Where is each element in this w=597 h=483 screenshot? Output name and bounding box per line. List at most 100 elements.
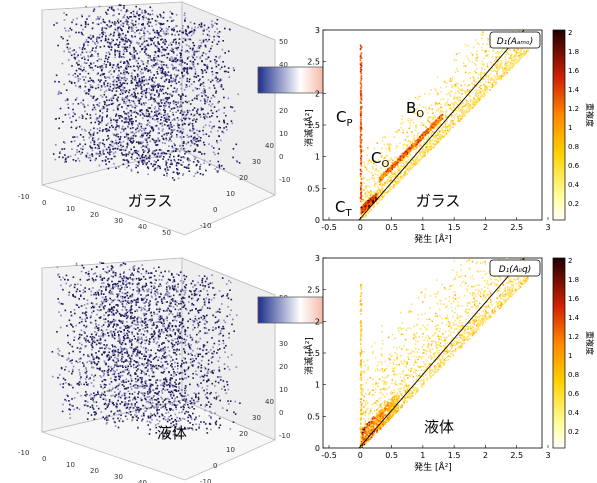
cloud-point	[211, 145, 213, 147]
cloud-point	[162, 92, 165, 95]
cloud-point	[147, 57, 150, 59]
heat-point	[450, 84, 453, 86]
heat-point	[423, 123, 425, 125]
cloud-point	[139, 110, 141, 113]
cloud-point	[55, 144, 57, 146]
cloud-point	[178, 63, 181, 66]
cloud-point	[158, 50, 161, 53]
cloud-point	[202, 129, 204, 132]
cloud-point	[99, 109, 101, 112]
heat-point	[372, 167, 374, 169]
heat-point	[394, 162, 396, 164]
cloud-point	[180, 136, 182, 139]
cloud-point	[98, 155, 101, 157]
cloud-point	[91, 85, 93, 88]
cloud-point	[128, 152, 131, 155]
heat-point	[438, 108, 440, 110]
heat-point	[426, 143, 428, 145]
heat-point	[400, 126, 402, 129]
heat-point	[502, 73, 504, 75]
cloud-point	[155, 149, 158, 151]
heat-point	[452, 76, 454, 79]
heat-point	[401, 175, 403, 177]
heat-point	[436, 118, 439, 121]
heat-point	[413, 158, 416, 160]
cloud-point	[131, 81, 134, 84]
cloud-point	[114, 56, 116, 59]
heat-point	[373, 206, 375, 208]
cloud-point	[136, 59, 138, 62]
cloud-point	[185, 84, 188, 86]
cloud-point	[216, 23, 218, 25]
cloud-point	[131, 35, 133, 37]
cloud-point	[112, 64, 115, 66]
cloud-point	[82, 34, 84, 36]
cloud-point	[198, 113, 200, 116]
cloud-point	[140, 81, 142, 83]
cloud-point	[109, 21, 111, 24]
heat-point	[389, 169, 391, 172]
cloud-point	[206, 34, 209, 36]
heat-point	[405, 153, 407, 155]
heat-point	[480, 76, 482, 79]
heat-point	[419, 150, 421, 152]
heat-point	[407, 153, 409, 155]
heat-point	[484, 85, 486, 87]
heat-point	[523, 49, 525, 52]
cloud-point	[119, 27, 121, 29]
cloud-point	[120, 28, 122, 30]
cloud-point	[142, 93, 144, 95]
heat-point	[383, 143, 385, 146]
cloud-point	[138, 8, 141, 10]
heat-point	[380, 172, 383, 175]
cloud-point	[191, 99, 194, 101]
heat-point	[439, 122, 441, 125]
heat-point	[483, 91, 485, 94]
heat-point	[377, 189, 380, 191]
cloud-point	[138, 42, 140, 44]
cloud-point	[140, 109, 142, 111]
cloud-point	[130, 28, 133, 30]
cloud-point	[138, 79, 141, 82]
cloud-point	[148, 156, 150, 159]
cloud-point	[98, 105, 100, 107]
cloud-point	[180, 164, 183, 166]
cloud-point	[186, 70, 188, 72]
cloud-point	[134, 110, 137, 112]
cloud-point	[132, 140, 135, 142]
cloud-point	[176, 168, 178, 170]
heat-point	[446, 126, 449, 129]
cloud-point	[147, 151, 149, 154]
cloud-point	[117, 133, 119, 136]
cloud-point	[161, 152, 163, 155]
heat-point	[428, 149, 430, 151]
cloud-point	[120, 149, 122, 151]
cloud-point	[179, 58, 181, 61]
cloud-point	[99, 152, 101, 155]
cloud-point	[153, 98, 156, 100]
cloud-point	[152, 152, 154, 155]
cloud-point	[123, 159, 126, 161]
heat-point	[437, 137, 439, 140]
heat-point	[412, 166, 414, 168]
cloud-point	[125, 147, 128, 149]
heat-point	[360, 176, 362, 179]
heat-point	[401, 155, 403, 158]
heat-point	[391, 168, 393, 171]
heat-point	[427, 117, 429, 120]
cloud-point	[191, 55, 194, 58]
heat-point	[474, 70, 477, 72]
cloud-point	[159, 88, 162, 91]
cloud-point	[188, 45, 190, 47]
cloud-point	[100, 58, 102, 61]
cloud-point	[129, 65, 132, 68]
cloud-point	[216, 115, 218, 118]
cloud-point	[140, 123, 143, 125]
cloud-point	[89, 159, 92, 162]
cloud-point	[160, 23, 162, 26]
heat-point	[424, 106, 427, 108]
cloud-point	[182, 30, 185, 33]
cloud-point	[149, 69, 151, 72]
cloud-point	[153, 64, 156, 67]
heat-point	[515, 52, 518, 55]
